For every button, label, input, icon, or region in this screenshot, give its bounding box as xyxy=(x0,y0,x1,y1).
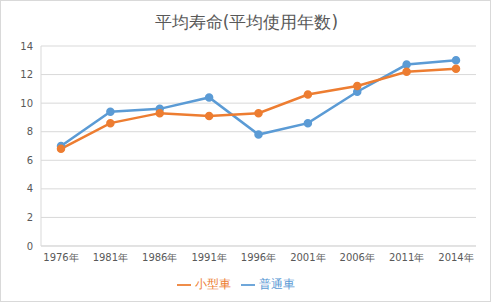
html-text:平均寿命(平均使用年数): 平均寿命(平均使用年数) xyxy=(154,12,339,32)
svg-text:2014年: 2014年 xyxy=(438,252,473,263)
svg-text:1981年: 1981年 xyxy=(93,252,128,263)
svg-text:1996年: 1996年 xyxy=(241,252,276,263)
svg-text:10: 10 xyxy=(20,98,33,109)
svg-text:2: 2 xyxy=(27,212,33,223)
svg-text:8: 8 xyxy=(27,126,33,137)
html-text:小型車: 小型車 xyxy=(194,277,231,291)
html-text:普通車: 普通車 xyxy=(258,277,295,291)
svg-text:2001年: 2001年 xyxy=(290,252,325,263)
svg-text:2006年: 2006年 xyxy=(340,252,375,263)
svg-text:6: 6 xyxy=(27,155,33,166)
svg-text:0: 0 xyxy=(27,241,33,252)
svg-text:2011年: 2011年 xyxy=(389,252,424,263)
svg-text:1991年: 1991年 xyxy=(191,252,226,263)
svg-text:4: 4 xyxy=(27,183,33,194)
svg-text:1976年: 1976年 xyxy=(43,252,78,263)
svg-text:12: 12 xyxy=(20,69,33,80)
svg-text:14: 14 xyxy=(20,41,33,52)
svg-text:1986年: 1986年 xyxy=(142,252,177,263)
